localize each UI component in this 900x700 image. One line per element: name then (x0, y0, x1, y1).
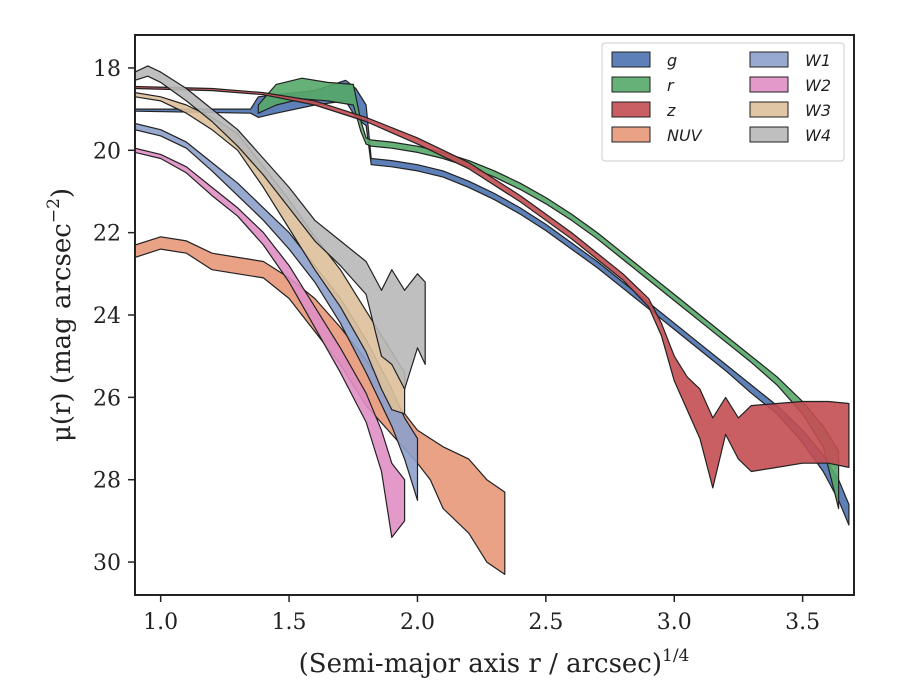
series-band-nuv (135, 236, 506, 576)
legend-label-nuv: NUV (667, 126, 703, 145)
legend-swatch-w2 (749, 76, 789, 93)
y-tick-label: 30 (93, 551, 121, 576)
legend-swatch-z (611, 101, 651, 118)
x-tick-label: 2.0 (400, 610, 435, 635)
legend: grz NUV W1 W2 W3 W4 (601, 42, 845, 162)
ticks-layer: 1.0 1.5 2.0 2.5 3.0 3.5 18 20 22 24 26 28 30 (93, 57, 820, 635)
x-tick-label: 2.5 (528, 610, 563, 635)
series-band-z (135, 85, 850, 489)
x-axis-label: (Semi-major axis r / arcsec)1/4 (299, 646, 690, 679)
series-band-w2 (135, 147, 406, 539)
x-tick-label: 3.5 (785, 610, 820, 635)
legend-label-r: r (667, 76, 675, 95)
y-tick-label: 22 (93, 222, 121, 247)
x-tick-label: 3.0 (657, 610, 692, 635)
legend-swatch-w3 (749, 101, 789, 118)
y-tick-label: 18 (93, 57, 121, 82)
legend-swatch-w4 (749, 126, 789, 143)
legend-label-w1: W1 (805, 51, 831, 70)
y-tick-label: 26 (93, 386, 121, 411)
y-tick-label: 28 (93, 469, 121, 494)
y-tick-label: 20 (93, 139, 121, 164)
legend-swatch-w1 (749, 51, 789, 68)
series-band-w4 (135, 65, 426, 390)
x-tick-label: 1.5 (272, 610, 307, 635)
legend-swatch-g (611, 51, 651, 68)
series-band-r (257, 77, 840, 510)
legend-swatch-r (611, 76, 651, 93)
x-tick-label: 1.0 (143, 610, 178, 635)
y-tick-label: 24 (93, 304, 121, 329)
legend-label-w3: W3 (805, 101, 831, 120)
y-axis-label: μ(r) (mag arcsec−2) (44, 188, 77, 442)
series-band-w1 (135, 122, 419, 501)
legend-label-g: g (667, 51, 677, 70)
legend-label-z: z (666, 101, 676, 120)
legend-label-w2: W2 (805, 76, 831, 95)
legend-label-w4: W4 (805, 126, 831, 145)
series-band-g (135, 79, 850, 526)
legend-swatch-nuv (611, 126, 651, 143)
series-layer (135, 65, 850, 576)
